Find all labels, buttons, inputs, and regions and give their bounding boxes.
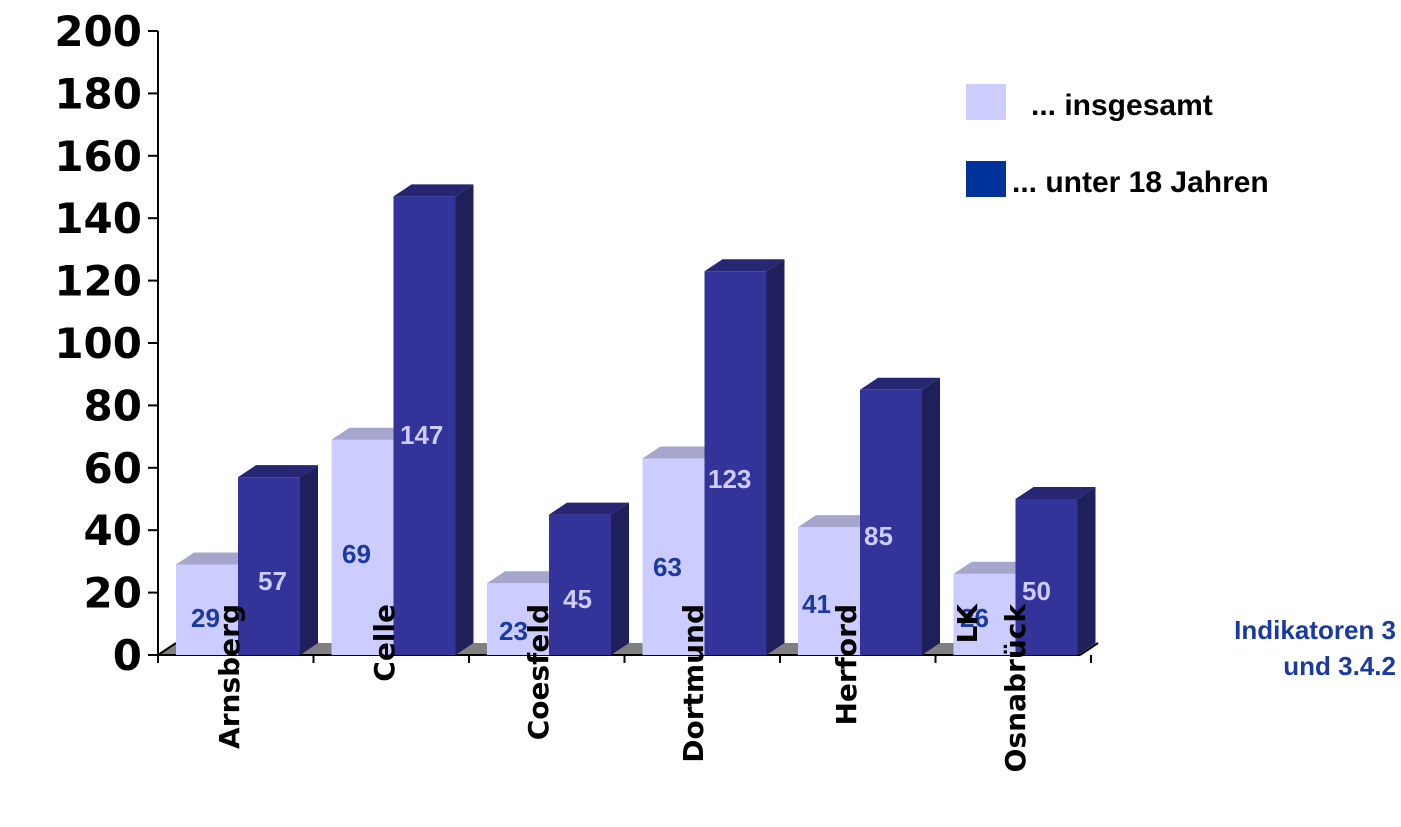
bar-top: [487, 571, 567, 584]
indicator-note-line-1: Indikatoren 3: [1234, 615, 1396, 645]
x-category-label: Herford: [830, 604, 863, 726]
legend-label-unter-18: ... unter 18 Jahren: [1012, 166, 1269, 199]
y-tick-label: 20: [84, 569, 142, 618]
x-category-label-line: Dortmund: [677, 604, 710, 763]
data-label: 85: [864, 521, 893, 551]
x-category-label-line: Arnsberg: [213, 604, 246, 749]
bar-side: [455, 184, 474, 656]
data-label: 23: [499, 616, 528, 646]
x-category-label-line: Celle: [368, 604, 401, 682]
x-axis-depth-line: [1079, 642, 1099, 656]
x-category-label-line: Herford: [830, 604, 863, 726]
x-category-label: LK Osnabrück: [951, 603, 1032, 773]
bar-top: [238, 465, 318, 478]
bar-front: [549, 514, 611, 655]
data-label: 63: [653, 552, 682, 582]
indicator-note-line-2: und 3.4.2: [1283, 651, 1396, 681]
bar-insgesamt: [953, 561, 1034, 655]
y-tick-label: 100: [54, 319, 142, 368]
y-tick-label: 140: [54, 194, 142, 243]
bar-top: [798, 515, 878, 528]
y-tick-label: 80: [84, 381, 142, 430]
bar-side: [766, 259, 785, 655]
bar-top: [1015, 487, 1096, 499]
bar-side: [1077, 487, 1096, 655]
y-tick-label: 120: [54, 257, 142, 306]
data-label: 57: [258, 566, 287, 596]
x-category-label: Arnsberg: [213, 604, 246, 749]
x-axis-depth-line: [157, 642, 177, 656]
x-category-label: Coesfeld: [522, 604, 555, 740]
bar-unter-18: [860, 377, 940, 655]
bar-top: [642, 446, 723, 459]
data-label: 50: [1022, 576, 1051, 606]
x-category-label-line: LK: [951, 603, 984, 644]
data-label: 69: [342, 539, 371, 569]
legend-swatch-unter-18: [966, 161, 1006, 197]
bar-top: [953, 561, 1034, 574]
bar-top: [176, 552, 256, 565]
y-tick-label: 60: [84, 444, 142, 493]
x-category-label: Celle: [368, 604, 401, 682]
bar-side: [300, 465, 318, 655]
bar-front: [1015, 499, 1078, 655]
bar-unter-18: [704, 259, 785, 655]
data-label: 147: [400, 420, 443, 450]
data-label: 41: [802, 589, 831, 619]
y-tick-label: 40: [84, 506, 142, 555]
data-label: 29: [191, 603, 220, 633]
bar-front: [642, 458, 705, 655]
bar-front: [953, 573, 1016, 655]
bar-unter-18: [549, 502, 629, 655]
y-tick-label: 160: [54, 132, 142, 181]
bar-unter-18: [238, 465, 318, 655]
bar-top: [704, 259, 785, 272]
bar-front: [176, 564, 238, 655]
y-tick-label: 180: [54, 69, 142, 118]
x-category-label-line: Osnabrück: [999, 603, 1032, 773]
data-label: 45: [563, 584, 592, 614]
bar-unter-18: [393, 184, 474, 656]
bar-front: [238, 477, 300, 655]
bar-unter-18: [1015, 487, 1096, 655]
bar-front: [704, 271, 767, 655]
legend-swatch-insgesamt: [966, 84, 1006, 120]
bar-front: [393, 196, 456, 656]
data-label: 123: [708, 464, 751, 494]
bar-top: [331, 427, 412, 440]
bar-front: [487, 583, 549, 655]
x-category-label-line: Coesfeld: [522, 604, 555, 740]
bar-front: [798, 527, 860, 655]
bar-top: [393, 184, 474, 197]
y-tick-label: 0: [113, 631, 142, 680]
indicator-note: Indikatoren 3 und 3.4.2: [1150, 612, 1396, 684]
bar-front: [331, 439, 394, 655]
bar-top: [860, 377, 940, 390]
y-tick-label: 200: [54, 7, 142, 56]
bar-side: [611, 502, 629, 655]
bar-front: [860, 389, 922, 655]
legend-label-insgesamt: ... insgesamt: [1031, 89, 1213, 122]
x-category-label: Dortmund: [677, 604, 710, 763]
bar-side: [922, 377, 940, 655]
bar-top: [549, 502, 629, 515]
data-label: 26: [960, 603, 989, 633]
